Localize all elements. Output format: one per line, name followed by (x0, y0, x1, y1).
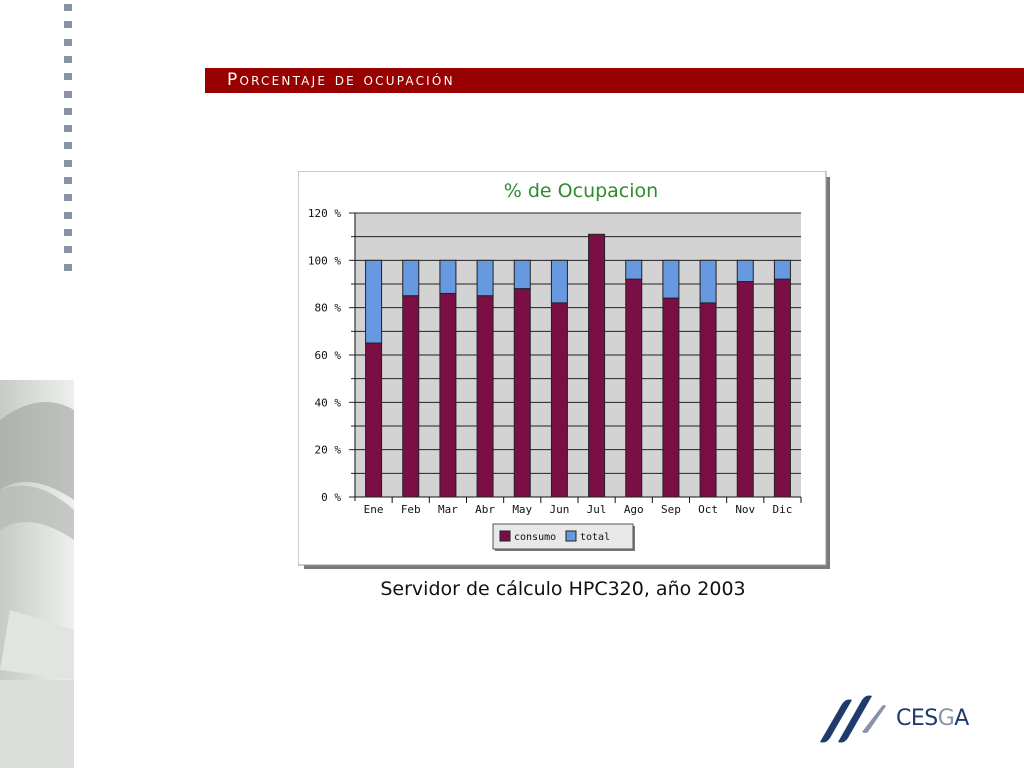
bar-total (662, 259, 680, 299)
decorative-dot (64, 142, 72, 150)
legend-box (492, 523, 634, 550)
bar-total (402, 259, 420, 297)
legend-label-total: total (580, 532, 610, 543)
bar-consumo (588, 233, 606, 498)
x-tick-label: Feb (401, 503, 421, 516)
bar-consumo (402, 295, 420, 498)
legend-label-consumo: consumo (514, 532, 556, 543)
decorative-dot (64, 38, 72, 46)
y-tick-label: 100 % (308, 254, 341, 267)
bar-total (513, 259, 531, 290)
chart-title: % de Ocupacion (504, 180, 658, 202)
bar-total (699, 259, 717, 304)
y-tick-label: 80 % (315, 302, 342, 315)
bar-total (773, 259, 791, 280)
y-tick-label: 0 % (321, 491, 341, 504)
bar-consumo (476, 295, 494, 498)
bar-consumo (736, 281, 754, 498)
occupancy-chart: % de Ocupacion 0 % 20 % 40 % 60 % 80 % 100 % 12… (298, 171, 830, 569)
x-tick-label: Jun (549, 503, 569, 516)
bar-total (550, 259, 568, 304)
decorative-dot (64, 159, 72, 167)
y-tick-label: 20 % (315, 444, 342, 457)
bar-total (476, 259, 494, 297)
cesga-logo-mark (820, 695, 886, 743)
bar-consumo (625, 278, 643, 498)
bar-total (736, 259, 754, 283)
x-tick-label: Oct (698, 503, 718, 516)
bar-consumo (773, 278, 791, 498)
x-tick-label: Abr (475, 503, 495, 516)
x-tick-label: Jul (587, 503, 607, 516)
decorative-dot (64, 73, 72, 81)
x-tick-label: Nov (735, 503, 755, 516)
bar-consumo (699, 302, 717, 498)
bar-total (365, 259, 383, 344)
bar-consumo (513, 288, 531, 498)
bar-consumo (365, 342, 383, 498)
decorative-dot (64, 228, 72, 236)
y-tick-label: 120 % (308, 207, 341, 220)
decorative-dot (64, 211, 72, 219)
decorative-dot (64, 177, 72, 184)
legend-swatch-consumo (499, 530, 511, 542)
decorative-dot (64, 55, 72, 63)
decorative-dot (64, 21, 72, 29)
bar-consumo (439, 292, 457, 498)
bar-total (625, 259, 643, 280)
x-tick-label: Ene (364, 503, 384, 516)
decorative-dot (64, 263, 72, 271)
y-tick-label: 60 % (315, 349, 342, 362)
chart-panel: % de Ocupacion 0 % 20 % 40 % 60 % 80 % 100 % 12… (298, 171, 832, 571)
decorative-dot (64, 125, 72, 133)
legend-swatch-total (565, 530, 577, 542)
x-tick-label: May (512, 503, 532, 516)
bar-consumo (550, 302, 568, 498)
bar-consumo (662, 297, 680, 498)
bar-total (439, 259, 457, 294)
x-tick-label: Sep (661, 503, 681, 516)
decorative-dot (64, 246, 72, 254)
decorative-dot (64, 194, 72, 202)
decorative-side-image (0, 380, 74, 768)
decorative-dot (64, 107, 72, 115)
slide-title: Porcentaje de ocupación (205, 68, 1024, 93)
cesga-logo-text: CESGA (896, 706, 969, 731)
decorative-dot (64, 90, 72, 98)
x-tick-label: Mar (438, 503, 458, 516)
slide-caption: Servidor de cálculo HPC320, año 2003 (380, 578, 746, 600)
x-tick-label: Dic (772, 503, 792, 516)
x-tick-label: Ago (624, 503, 644, 516)
y-tick-label: 40 % (315, 396, 342, 409)
decorative-dot (64, 4, 72, 11)
